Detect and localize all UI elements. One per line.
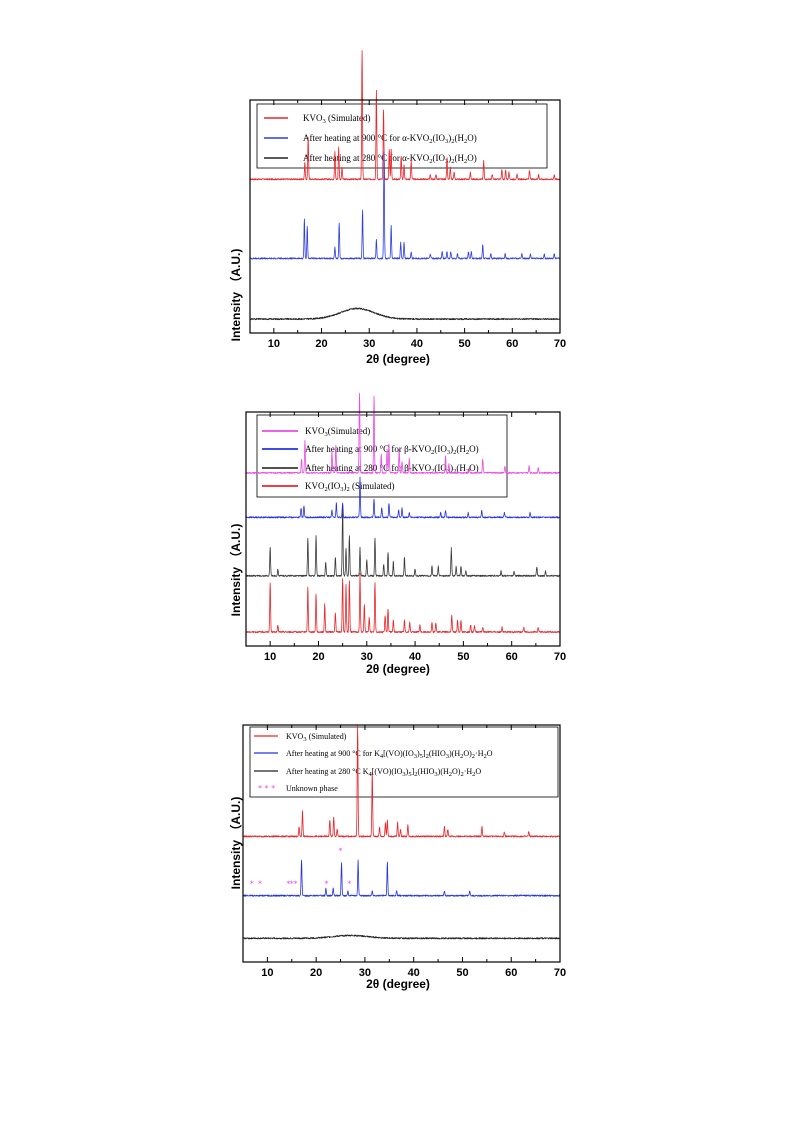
axes-frame xyxy=(249,99,561,334)
chart-panel-3: KVO3 (Simulated) After heating at 900 °C… xyxy=(228,724,566,991)
series-line xyxy=(249,50,561,181)
unknown-phase-marker: * xyxy=(258,880,262,889)
legend-marker-star: * * * xyxy=(258,784,275,793)
x-tick-label: 20 xyxy=(310,967,322,979)
chart-panel-1: KVO3 (Simulated) After heating at 900 °C… xyxy=(228,50,566,366)
x-axis-label: 2θ (degree) xyxy=(366,352,430,366)
legend-box xyxy=(249,726,559,798)
unknown-phase-marker: * xyxy=(286,880,290,889)
legend-entry: After heating at 900 °C for β-KVO2(IO3)2… xyxy=(305,444,479,456)
x-tick-label: 50 xyxy=(458,338,470,350)
series-line xyxy=(249,151,561,260)
legend: KVO3 (Simulated) After heating at 900 °C… xyxy=(256,103,548,169)
legend-entry: Unknown phase xyxy=(286,784,338,793)
unknown-phase-marker: * xyxy=(324,880,328,889)
unknown-phase-marker: * xyxy=(250,880,254,889)
unknown-phase-marker: * xyxy=(347,880,351,889)
x-tick-label: 10 xyxy=(268,338,280,350)
x-tick-label: 30 xyxy=(359,967,371,979)
legend-entry: After heating at 900 °C for α-KVO2(IO3)2… xyxy=(303,133,477,145)
series-line xyxy=(245,507,561,577)
unknown-phase-marker: * xyxy=(339,846,343,855)
chart-panel-2: KVO3(Simulated) After heating at 900 °C … xyxy=(228,392,566,676)
x-tick-label: 30 xyxy=(363,338,375,350)
x-axis-label: 2θ (degree) xyxy=(366,662,430,676)
unknown-phase-marker: * xyxy=(294,880,298,889)
x-tick-label: 40 xyxy=(408,967,420,979)
x-tick-label: 60 xyxy=(506,338,518,350)
x-tick-label: 10 xyxy=(264,651,276,663)
plot-area: 10 20 30 40 50 60 70 xyxy=(249,50,566,350)
series-line xyxy=(242,859,561,897)
legend-entry: KVO3(Simulated) xyxy=(305,426,370,438)
series-line xyxy=(245,392,561,474)
x-tick-label: 10 xyxy=(261,967,273,979)
x-tick-label: 40 xyxy=(409,651,421,663)
x-tick-label: 30 xyxy=(361,651,373,663)
legend: KVO3(Simulated) After heating at 900 °C … xyxy=(256,414,508,498)
y-axis-label: Intensity （A.U.) xyxy=(228,524,243,617)
y-axis-label: Intensity （A.U.) xyxy=(228,797,243,890)
series-line xyxy=(242,934,561,940)
plot-area: 10 20 30 40 50 60 70 xyxy=(245,392,566,663)
legend-entry: After heating at 280 °C K4[(VO)(IO3)5]2(… xyxy=(286,767,481,778)
x-tick-label: 60 xyxy=(506,651,518,663)
x-tick-label: 50 xyxy=(456,967,468,979)
series-line xyxy=(249,307,561,321)
plot-area: * * * * * ***10 20 30 40 50 60 70 xyxy=(242,724,566,979)
series-line xyxy=(245,572,561,634)
y-axis-label: Intensity （A.U.) xyxy=(228,249,243,342)
x-tick-label: 70 xyxy=(554,651,566,663)
x-axis-label: 2θ (degree) xyxy=(366,977,430,991)
x-tick-label: 40 xyxy=(411,338,423,350)
axes-frame xyxy=(245,411,561,647)
series-line xyxy=(245,476,561,519)
x-tick-label: 60 xyxy=(505,967,517,979)
legend-entry: KVO3 (Simulated) xyxy=(303,113,371,125)
legend-entry: After heating at 900 °C for K4[(VO)(IO3)… xyxy=(286,749,493,760)
x-tick-label: 70 xyxy=(554,967,566,979)
legend-entry: KVO2(IO3)2 (Simulated) xyxy=(305,481,395,493)
legend-box xyxy=(256,103,548,169)
legend: KVO3 (Simulated) After heating at 900 °C… xyxy=(249,726,559,798)
legend-box xyxy=(256,414,508,498)
legend-entry: KVO3 (Simulated) xyxy=(286,732,347,743)
x-tick-label: 20 xyxy=(315,338,327,350)
x-tick-label: 50 xyxy=(457,651,469,663)
x-tick-label: 70 xyxy=(554,338,566,350)
legend-entry: After heating at 280 °C for β-KVO2(IO3)2… xyxy=(305,463,479,475)
series-line xyxy=(242,725,561,838)
axes-frame xyxy=(242,724,561,963)
x-tick-label: 20 xyxy=(312,651,324,663)
unknown-phase-marker: * xyxy=(290,880,294,889)
